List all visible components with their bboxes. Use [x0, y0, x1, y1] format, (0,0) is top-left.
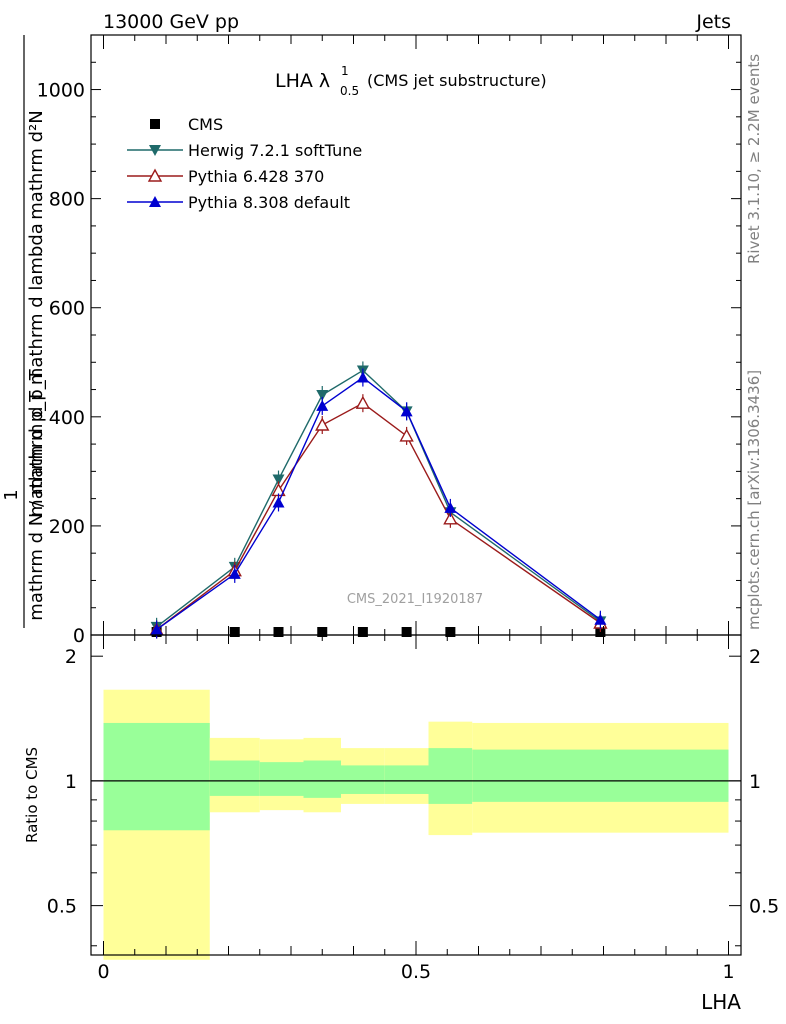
chart-title: LHA λ 1 0.5 (CMS jet substructure): [275, 64, 547, 98]
legend-marker: [149, 196, 161, 207]
ratio-y-tick-label: 2: [65, 646, 77, 668]
legend-marker: [149, 145, 161, 156]
ratio-band-inner: [103, 722, 210, 831]
data-point: [445, 627, 456, 637]
data-point: [272, 474, 285, 486]
x-tick-label: 0.5: [401, 961, 431, 983]
ylabel-line3: mathrm d N / mathrm d p_T: [26, 368, 47, 620]
ratio-band-inner: [472, 749, 729, 802]
ratio-band-inner: [259, 762, 304, 796]
ratio-band-inner: [209, 760, 260, 796]
series-pythia-8-308-default: [150, 368, 607, 639]
mcplots-label: mcplots.cern.ch [arXiv:1306.3436]: [745, 370, 763, 630]
data-point: [357, 627, 368, 637]
data-point: [444, 501, 457, 513]
data-point: [272, 496, 285, 508]
data-point: [400, 405, 413, 417]
ratio-y-tick-label: 1: [65, 771, 77, 793]
series-line: [156, 369, 601, 628]
data-point: [273, 627, 284, 637]
y-axis-label: mathrm d²N mathrm d p_T mathrm d lambda …: [1, 35, 47, 628]
data-point: [229, 627, 240, 637]
title-sup: 1: [341, 64, 349, 78]
legend-marker: [150, 119, 160, 129]
legend-label: Pythia 8.308 default: [188, 193, 350, 212]
legend-label: Herwig 7.2.1 softTune: [188, 141, 362, 160]
ratio-band-inner: [428, 748, 473, 804]
ratio-ylabel: Ratio to CMS: [23, 747, 41, 843]
x-tick-label: 1: [722, 961, 734, 983]
ratio-band-inner: [384, 765, 429, 794]
x-tick-label: 0: [97, 961, 109, 983]
legend: CMS Herwig 7.2.1 softTune Pythia 6.428 370…: [127, 115, 362, 212]
y-tick-label: 1000: [37, 80, 85, 102]
y-tick-label: 0: [73, 625, 85, 647]
ratio-band-inner: [303, 760, 341, 798]
ylabel-line1: mathrm d²N: [26, 110, 47, 219]
ratio-band-inner: [341, 765, 385, 794]
ratio-y-tick-label: 0.5: [47, 896, 77, 918]
axes: 0 200 400 600 800 1000 0 0.5 1 0.5 0.5 1 1 2 2: [37, 34, 779, 983]
data-point: [315, 417, 330, 431]
data-point: [228, 567, 241, 579]
legend-item-cms: CMS: [150, 115, 223, 134]
data-point: [150, 623, 163, 635]
y-tick-label: 400: [49, 407, 85, 429]
series-line: [156, 376, 601, 631]
y-tick-label: 200: [49, 516, 85, 538]
data-point: [355, 395, 371, 409]
ratio-bands: [91, 689, 741, 960]
data-point: [443, 511, 458, 525]
data-point: [594, 613, 607, 625]
ylabel-prefix: 1: [1, 489, 22, 500]
series-line: [156, 402, 601, 631]
title-main: LHA λ: [275, 70, 330, 92]
x-axis-label: LHA: [701, 990, 741, 1014]
legend-label: CMS: [188, 115, 223, 134]
y-tick-label: 600: [49, 298, 85, 320]
ratio-y-tick-label-right: 1: [749, 771, 761, 793]
ylabel-line2: mathrm d p_T mathrm d lambda: [26, 223, 47, 517]
legend-item-pythia-6-428-370: Pythia 6.428 370: [127, 167, 324, 186]
y-tick-label: 800: [49, 189, 85, 211]
jets-label: Jets: [695, 11, 731, 33]
legend-item-herwig-7-2-1-softtune: Herwig 7.2.1 softTune: [127, 141, 362, 160]
data-point: [399, 428, 414, 442]
ratio-y-tick-label-right: 0.5: [749, 896, 779, 918]
title-sub: 0.5: [340, 84, 359, 98]
data-point: [401, 627, 412, 637]
analysis-watermark: CMS_2021_I1920187: [347, 592, 483, 607]
rivet-label: Rivet 3.1.10, ≥ 2.2M events: [745, 54, 763, 264]
legend-marker: [147, 168, 163, 182]
energy-label: 13000 GeV pp: [103, 11, 239, 33]
legend-label: Pythia 6.428 370: [188, 167, 324, 186]
legend-item-pythia-8-308-default: Pythia 8.308 default: [127, 193, 350, 212]
data-point: [316, 390, 329, 401]
data-point: [316, 399, 329, 411]
data-point: [356, 371, 369, 383]
ratio-y-tick-label-right: 2: [749, 646, 761, 668]
series-pythia-6-428-370: [149, 394, 608, 639]
title-rest: (CMS jet substructure): [367, 71, 547, 90]
